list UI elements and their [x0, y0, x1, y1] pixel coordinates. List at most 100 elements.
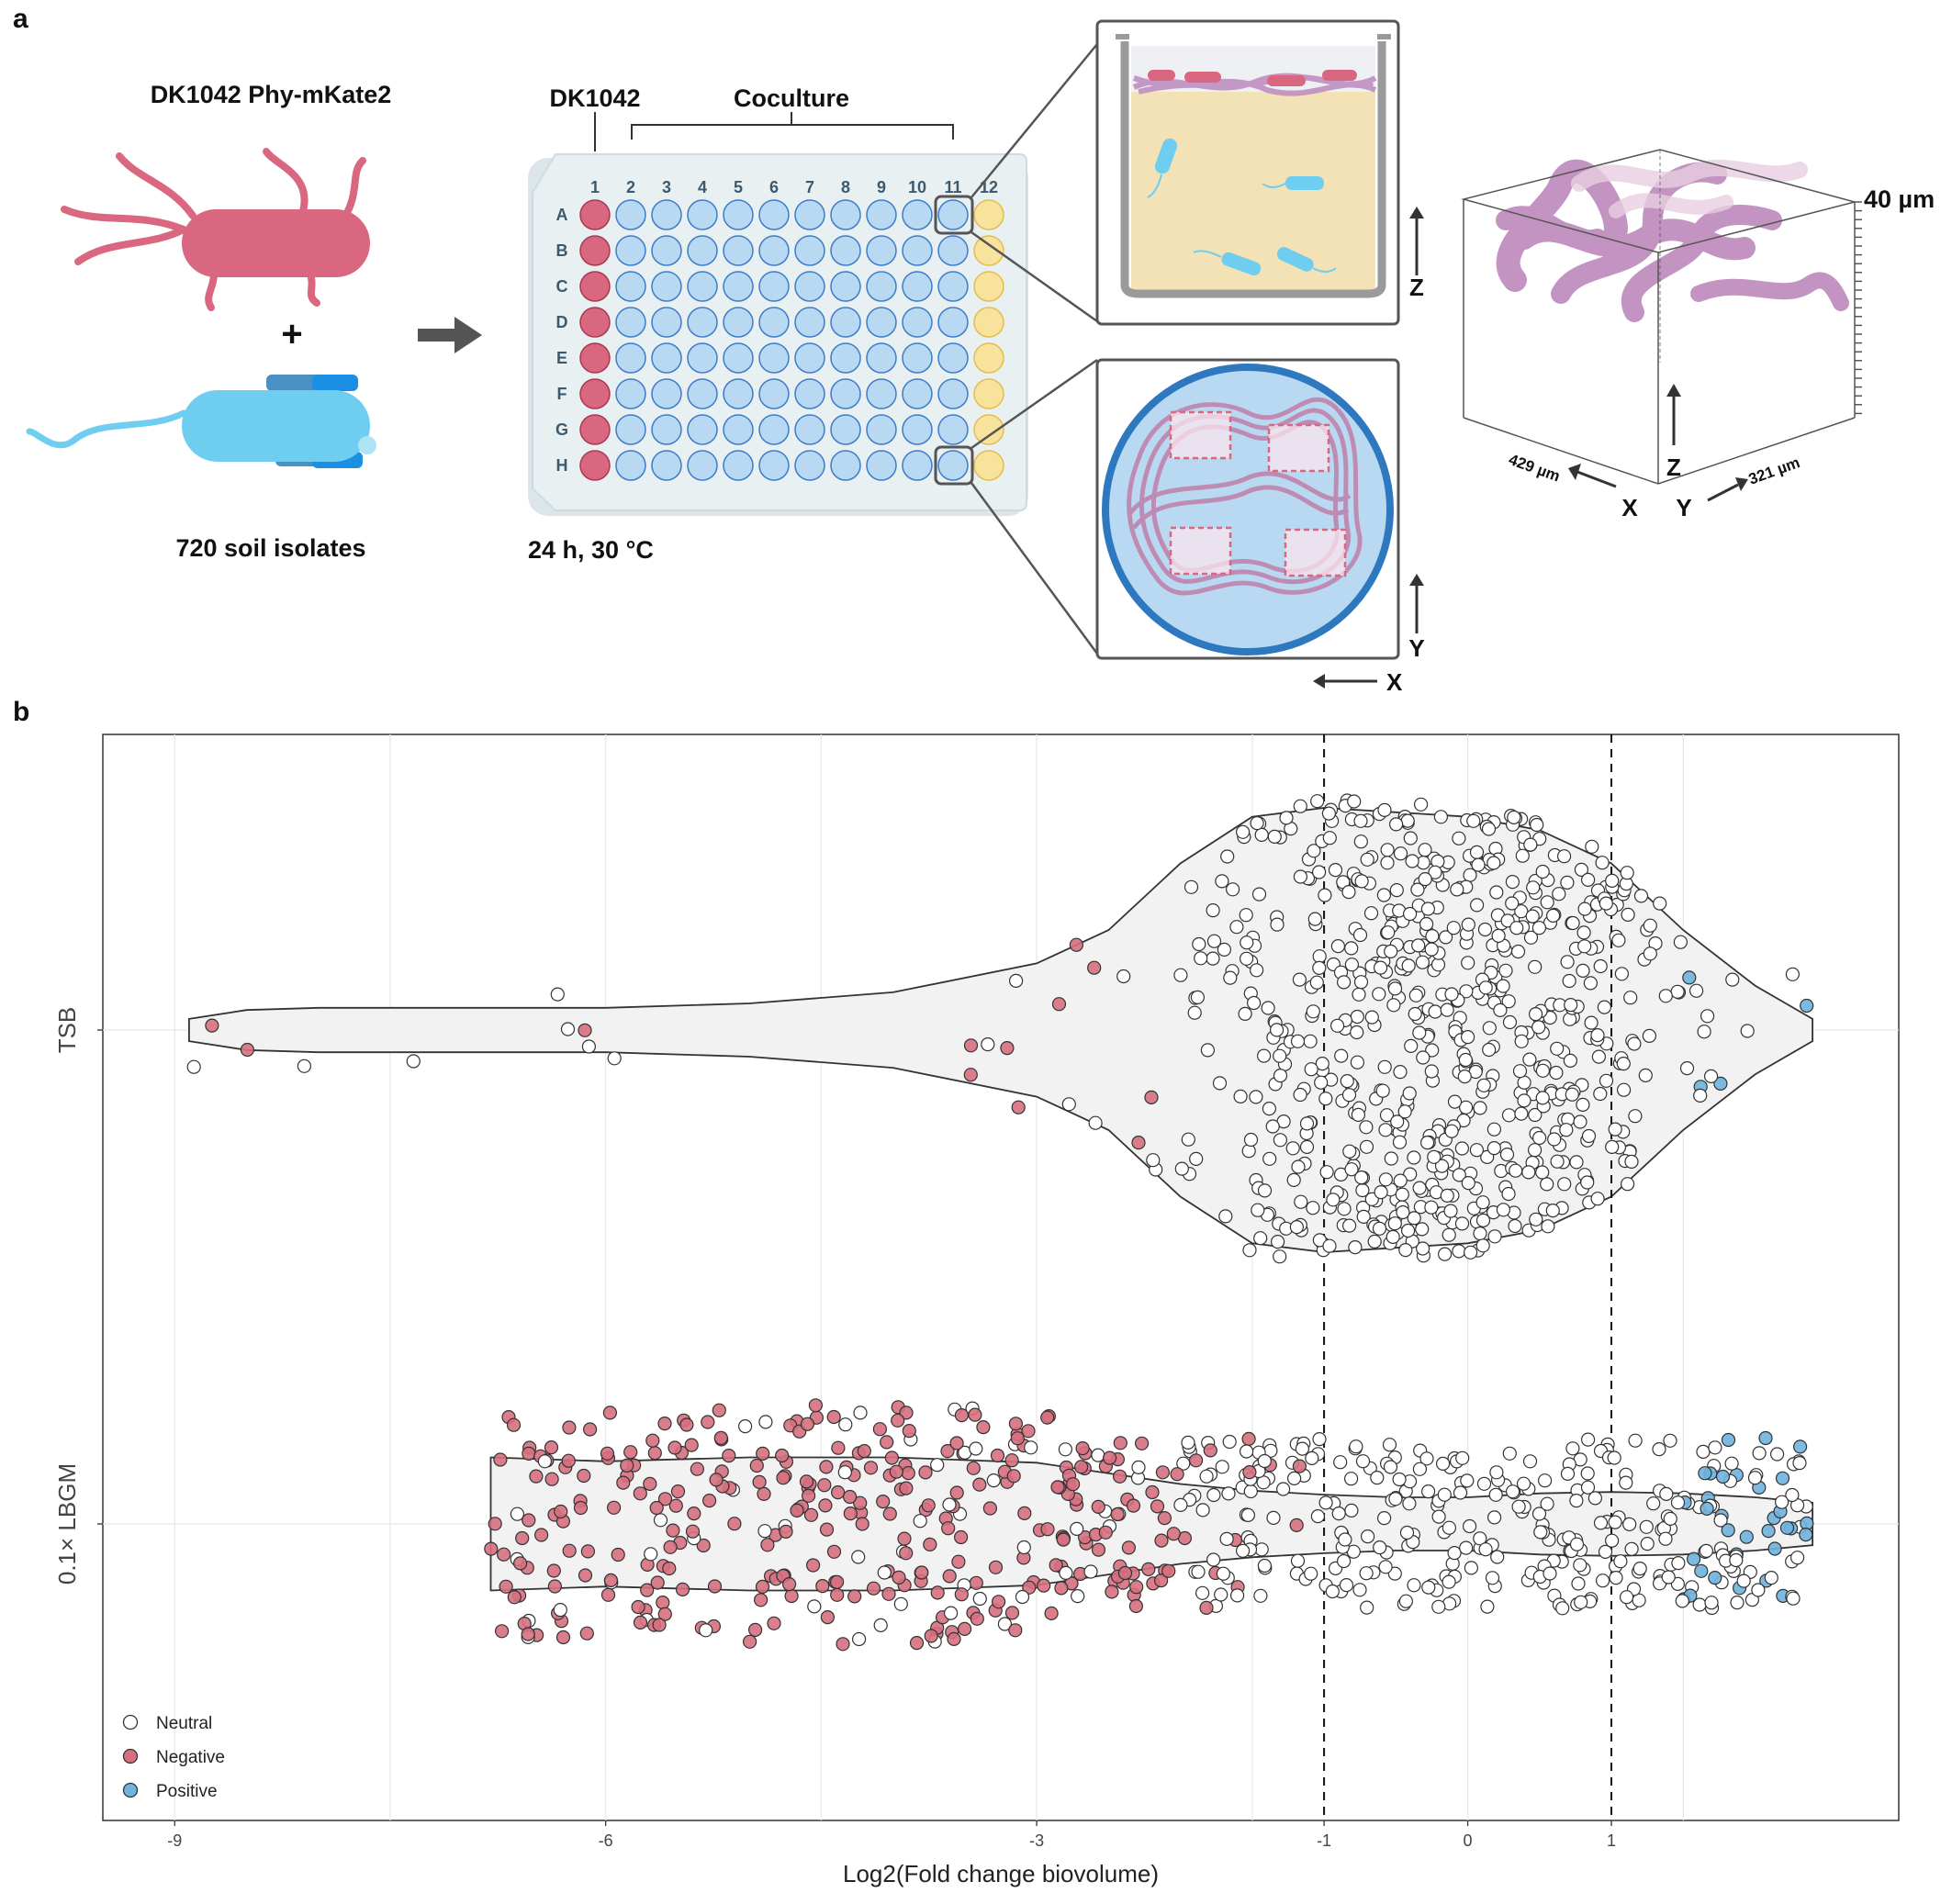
data-point: [1386, 998, 1401, 1013]
data-point: [1725, 972, 1740, 987]
data-point: [1372, 987, 1386, 1002]
data-point: [1407, 1578, 1421, 1593]
data-point: [1157, 1510, 1172, 1526]
plate-well: [937, 307, 969, 338]
data-point: [808, 1398, 824, 1413]
data-point: [1241, 1431, 1256, 1447]
plate-well: [758, 414, 790, 445]
data-point: [1652, 1441, 1666, 1457]
data-point: [1004, 1453, 1019, 1468]
data-point: [1314, 1075, 1329, 1090]
plate-well: [866, 199, 897, 230]
data-point: [951, 1554, 966, 1569]
data-point: [1694, 1563, 1709, 1578]
data-point: [633, 1486, 647, 1501]
data-point: [1516, 1476, 1531, 1491]
data-point: [1576, 925, 1591, 940]
plate-well: [866, 342, 897, 374]
data-point: [1547, 1132, 1562, 1147]
data-point: [1523, 930, 1539, 945]
data-point: [889, 1464, 903, 1479]
data-point: [1352, 1583, 1367, 1597]
data-point: [1455, 1450, 1470, 1465]
data-point: [1549, 1065, 1564, 1081]
plate-well: [723, 414, 754, 445]
data-point: [1799, 1527, 1813, 1542]
plate-well: [579, 235, 611, 266]
data-point: [1322, 1238, 1337, 1253]
data-point: [1378, 1123, 1393, 1137]
data-point: [529, 1469, 544, 1484]
data-point: [1482, 1021, 1497, 1036]
data-point: [1424, 1200, 1439, 1215]
data-point: [1623, 991, 1638, 1005]
data-point: [1339, 1577, 1354, 1593]
data-point: [1767, 1541, 1782, 1556]
plate-well: [973, 414, 1004, 445]
data-point: [1461, 956, 1475, 970]
data-point: [1377, 802, 1392, 818]
data-point: [1442, 1574, 1456, 1589]
data-point: [1531, 921, 1547, 935]
data-point: [1290, 1553, 1306, 1568]
data-point: [1577, 902, 1592, 916]
data-point: [1310, 794, 1325, 809]
data-point: [1464, 1561, 1479, 1575]
data-point: [1008, 1417, 1024, 1431]
data-point: [1102, 1450, 1117, 1465]
data-point: [1545, 908, 1561, 924]
data-point: [991, 1595, 1006, 1609]
data-point: [1708, 1440, 1722, 1455]
data-point: [1006, 1469, 1021, 1484]
strain-label: DK1042 Phy-mKate2: [151, 81, 392, 108]
data-point: [1253, 1588, 1268, 1603]
data-point: [1590, 1027, 1605, 1043]
data-point: [930, 1585, 945, 1600]
data-point: [707, 1579, 723, 1594]
plate-row-label: E: [556, 349, 567, 367]
data-point: [1344, 1162, 1359, 1177]
plate-well: [866, 307, 897, 338]
data-point: [1303, 1034, 1318, 1048]
data-point: [1203, 1443, 1217, 1458]
data-point: [515, 1530, 530, 1546]
data-point: [1493, 1002, 1508, 1018]
data-point: [1643, 918, 1657, 933]
data-point: [1088, 1115, 1103, 1130]
plate-well: [758, 342, 790, 374]
data-point: [1587, 1491, 1603, 1506]
data-point: [1360, 1600, 1374, 1615]
data-point: [1240, 935, 1254, 950]
data-point: [1438, 930, 1453, 945]
data-point: [1398, 1242, 1413, 1258]
data-point: [1440, 1188, 1454, 1204]
data-point: [1240, 1507, 1256, 1523]
data-point: [1329, 1018, 1345, 1033]
data-point: [1222, 1434, 1237, 1450]
data-point: [982, 1501, 998, 1516]
data-point: [877, 1565, 892, 1580]
data-point: [1457, 1069, 1472, 1084]
data-point: [1420, 902, 1436, 916]
data-point: [1563, 1053, 1578, 1069]
data-point: [722, 1448, 736, 1463]
data-point: [561, 1453, 576, 1468]
data-point: [1531, 1506, 1547, 1521]
data-point: [1769, 1447, 1785, 1462]
data-point: [755, 1579, 770, 1595]
plate-well: [651, 414, 682, 445]
data-point: [1312, 960, 1327, 976]
data-point: [1713, 1513, 1728, 1528]
data-point: [981, 1036, 995, 1052]
data-point: [942, 1569, 957, 1584]
data-point: [1747, 1471, 1763, 1485]
data-point: [972, 1591, 987, 1607]
data-point: [484, 1541, 499, 1556]
data-point: [1238, 1006, 1252, 1022]
plate-well: [937, 378, 969, 409]
data-point: [1428, 1004, 1442, 1019]
data-point: [1307, 912, 1322, 926]
data-point: [496, 1547, 511, 1562]
plate-well: [794, 199, 825, 230]
data-point: [1415, 1222, 1430, 1237]
